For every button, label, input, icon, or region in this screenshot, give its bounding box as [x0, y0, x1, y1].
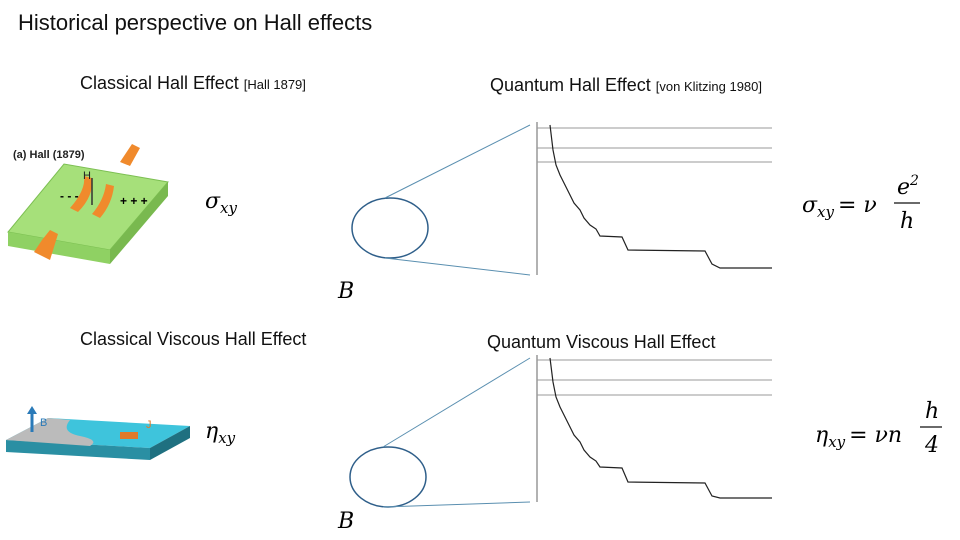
symbol: σ: [205, 189, 221, 214]
subscript: xy: [817, 203, 834, 221]
field-label: B: [40, 417, 47, 429]
citation: [von Klitzing 1980]: [656, 79, 762, 94]
denominator: 4: [924, 433, 939, 458]
viscous-figure: B J: [6, 406, 190, 460]
superscript: 2: [909, 173, 919, 189]
heading: Classical Hall Effect [Hall 1879]: [80, 73, 306, 93]
zoom-ellipse: [351, 197, 429, 259]
slide-title: Historical perspective on Hall effects: [18, 10, 372, 35]
heading: Classical Viscous Hall Effect: [80, 329, 306, 349]
x-axis-label: B: [337, 279, 354, 304]
formula: σxy = ν: [802, 193, 877, 221]
zoom-line: [384, 257, 531, 276]
numerator-text: e: [897, 175, 910, 200]
symbol: σ: [802, 193, 818, 218]
x-axis-label: B: [337, 509, 354, 534]
svg-text:- - -: - - -: [60, 189, 79, 203]
y-axis-label: σxy: [205, 189, 237, 217]
subscript: xy: [220, 199, 237, 217]
hall-figure: (a) Hall (1879) H - - - + + +: [7, 144, 169, 264]
subscript: xy: [218, 429, 235, 447]
qhe-plot: [536, 122, 772, 275]
formula-rhs: = νn: [849, 423, 902, 448]
zoom-line: [382, 357, 531, 448]
zoom-line: [384, 124, 531, 199]
heading: Quantum Hall Effect [von Klitzing 1980]: [490, 75, 762, 95]
denominator: h: [900, 209, 914, 234]
zoom-line: [382, 501, 531, 508]
svg-text:+ + +: + + +: [120, 194, 148, 208]
figure-label: (a) Hall (1879): [13, 149, 85, 161]
current-label: J: [146, 419, 152, 431]
numerator: h: [925, 399, 939, 424]
y-axis-label: ηxy: [205, 419, 236, 447]
citation: [Hall 1879]: [244, 77, 306, 92]
formula-rhs: = ν: [838, 193, 877, 218]
subscript: xy: [828, 433, 845, 451]
heading-text: Quantum Hall Effect: [490, 75, 651, 95]
numerator: e2: [897, 173, 919, 200]
symbol: η: [815, 423, 828, 448]
field-label: H: [83, 170, 91, 182]
qvhe-plot: [536, 355, 772, 502]
symbol: η: [205, 419, 218, 444]
heading-text: Classical Hall Effect: [80, 73, 239, 93]
zoom-ellipse: [349, 446, 427, 508]
heading: Quantum Viscous Hall Effect: [487, 332, 715, 352]
formula: ηxy = νn: [815, 423, 902, 451]
